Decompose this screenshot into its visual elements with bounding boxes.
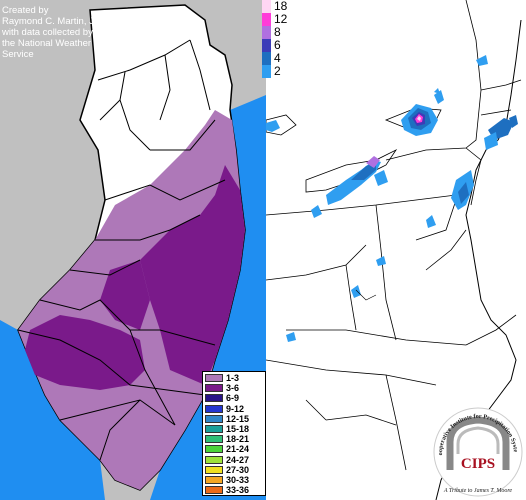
credit-line-2: with data collected by bbox=[1, 27, 93, 38]
legend-label: 4 bbox=[274, 51, 281, 65]
legend-label: 15-18 bbox=[226, 424, 250, 435]
legend-swatch bbox=[262, 65, 271, 78]
legend-left-entry: 9-12 bbox=[205, 404, 265, 414]
legend-label: 2 bbox=[274, 64, 281, 78]
legend-label: 33-36 bbox=[226, 485, 250, 496]
legend-label: 3-6 bbox=[226, 383, 240, 394]
legend-label: 24-27 bbox=[226, 454, 250, 465]
snowfall-legend-right: 18 12 8 6 4 2 bbox=[262, 0, 294, 110]
new-jersey-snowfall-map: Created by Raymond C. Martin, Jr. with d… bbox=[0, 0, 266, 500]
cips-logo: CIPS Cooperative Institute for Precipita… bbox=[430, 392, 523, 497]
legend-label: 30-33 bbox=[226, 474, 250, 485]
legend-label: 6 bbox=[274, 38, 281, 52]
legend-left-entry: 1-3 bbox=[205, 373, 265, 383]
legend-label: 8 bbox=[274, 25, 281, 39]
credit-line-4: Service bbox=[2, 49, 34, 60]
legend-swatch bbox=[205, 465, 223, 474]
legend-label: 21-24 bbox=[226, 444, 250, 455]
legend-left-entry: 18-21 bbox=[205, 434, 265, 444]
legend-swatch bbox=[205, 374, 223, 383]
legend-label: 18 bbox=[274, 0, 288, 13]
legend-swatch bbox=[205, 414, 223, 423]
legend-swatch bbox=[205, 384, 223, 393]
legend-swatch bbox=[205, 394, 223, 403]
legend-right-entry: 4 bbox=[262, 52, 294, 65]
county-lines bbox=[17, 39, 226, 461]
legend-swatch bbox=[205, 475, 223, 484]
credit-line-0: Created by bbox=[2, 5, 49, 16]
inner-arch-icon bbox=[456, 426, 500, 470]
arch-icon bbox=[446, 416, 510, 470]
legend-right-entry: 12 bbox=[262, 13, 294, 26]
legend-label: 12 bbox=[274, 12, 288, 26]
legend-left-entry: 27-30 bbox=[205, 465, 265, 475]
legend-right-entry: 2 bbox=[262, 65, 294, 78]
legend-right-entry: 18 bbox=[262, 0, 294, 13]
delaware-bay bbox=[0, 320, 105, 500]
legend-left-entry: 24-27 bbox=[205, 455, 265, 465]
legend-swatch bbox=[262, 13, 271, 26]
cips-plate bbox=[456, 454, 500, 470]
legend-label: 27-30 bbox=[226, 464, 250, 475]
snowfall-legend-left: 1-3 3-6 6-9 9-12 12-15 15-18 18-21 21-24 24-27 27… bbox=[202, 371, 266, 496]
legend-left-entry: 33-36 bbox=[205, 485, 265, 495]
legend-swatch bbox=[205, 445, 223, 454]
legend-swatch bbox=[262, 52, 271, 65]
legend-swatch bbox=[262, 26, 271, 39]
credit-line-3: the National Weather bbox=[2, 38, 91, 49]
cips-tribute: A Tribute to James T. Moore bbox=[443, 488, 513, 494]
legend-left-entry: 15-18 bbox=[205, 424, 265, 434]
snowfall-overlay bbox=[266, 55, 518, 342]
cips-acronym: CIPS bbox=[461, 456, 495, 472]
legend-swatch bbox=[205, 404, 223, 413]
legend-label: 6-9 bbox=[226, 393, 240, 404]
legend-label: 12-15 bbox=[226, 413, 250, 424]
legend-left-entry: 12-15 bbox=[205, 414, 265, 424]
river-lines bbox=[355, 289, 377, 301]
legend-left-entry: 6-9 bbox=[205, 393, 265, 403]
legend-left-entry: 30-33 bbox=[205, 475, 265, 485]
legend-swatch bbox=[205, 486, 223, 495]
legend-swatch bbox=[205, 425, 223, 434]
legend-left-entry: 21-24 bbox=[205, 444, 265, 454]
legend-label: 9-12 bbox=[226, 403, 245, 414]
legend-right-entry: 6 bbox=[262, 39, 294, 52]
legend-label: 1-3 bbox=[226, 373, 240, 384]
legend-swatch bbox=[205, 455, 223, 464]
legend-right-entry: 8 bbox=[262, 26, 294, 39]
snow-zone-3-6-east bbox=[140, 165, 245, 385]
legend-swatch bbox=[205, 435, 223, 444]
legend-swatch bbox=[262, 39, 271, 52]
legend-label: 18-21 bbox=[226, 434, 250, 445]
legend-left-entry: 3-6 bbox=[205, 383, 265, 393]
state-boundaries bbox=[266, 0, 522, 471]
legend-swatch bbox=[262, 0, 271, 13]
credit-line-1: Raymond C. Martin, Jr. bbox=[2, 16, 99, 27]
